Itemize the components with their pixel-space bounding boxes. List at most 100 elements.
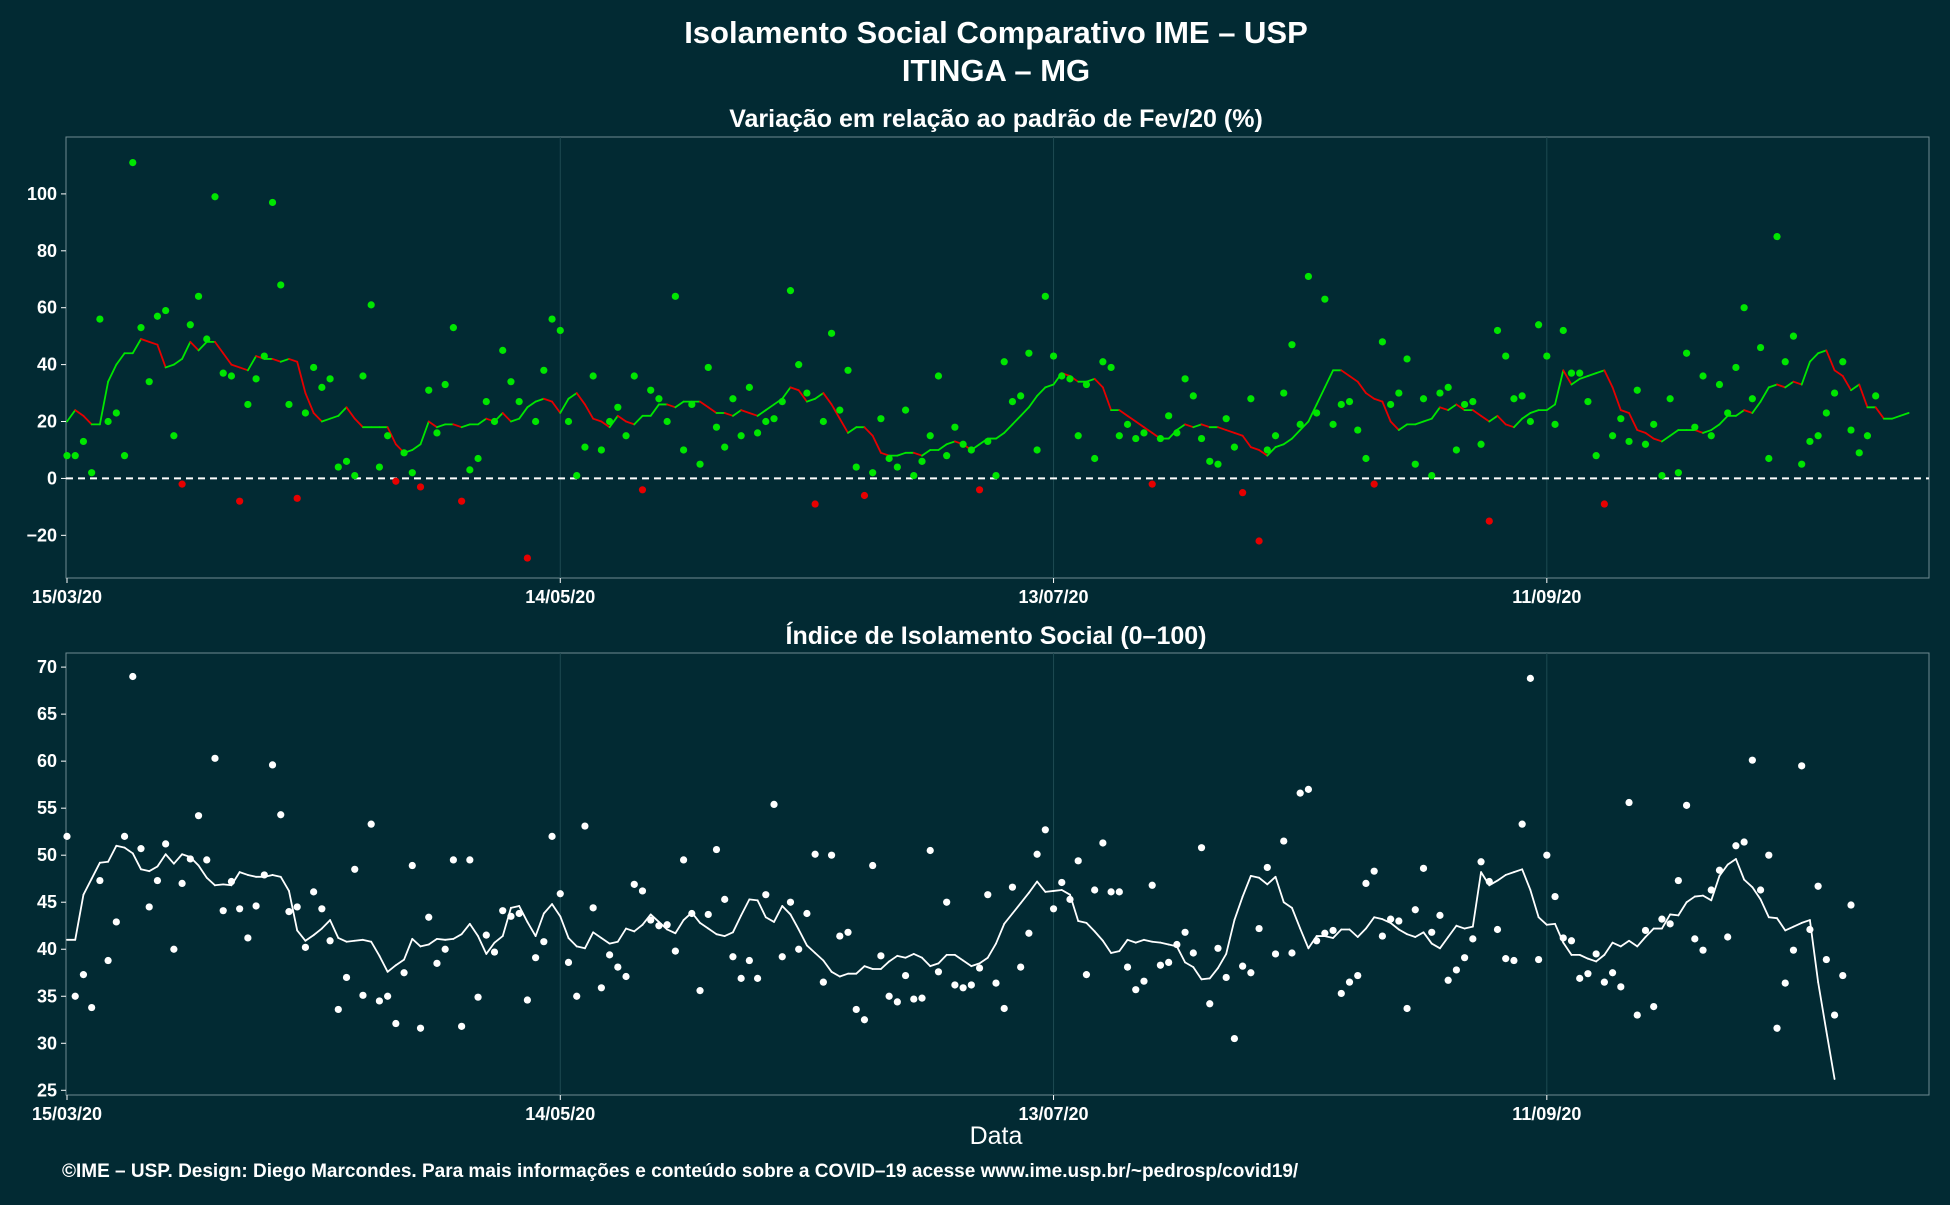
moving-average-segment <box>740 409 751 414</box>
moving-average-segment <box>107 844 118 863</box>
data-point <box>1773 1024 1781 1032</box>
data-point <box>959 440 967 448</box>
data-point <box>1732 842 1740 850</box>
moving-average-segment <box>1389 922 1400 931</box>
moving-average-segment <box>74 893 85 941</box>
y-tick-label: −20 <box>26 525 57 545</box>
moving-average-segment <box>1603 369 1614 389</box>
data-point <box>1049 352 1058 360</box>
moving-average-segment <box>320 417 331 423</box>
data-point <box>852 463 860 471</box>
data-point <box>227 877 236 886</box>
data-point <box>1313 937 1321 945</box>
moving-average-segment <box>1545 922 1556 926</box>
moving-average-segment <box>411 937 422 948</box>
moving-average-segment <box>1455 924 1466 930</box>
moving-average-segment <box>1192 423 1203 429</box>
data-point <box>351 865 359 873</box>
data-point <box>1691 423 1699 431</box>
data-point <box>1674 876 1682 885</box>
data-point <box>1707 886 1715 894</box>
moving-average-segment <box>1036 386 1047 397</box>
moving-average-segment <box>296 360 307 394</box>
data-point <box>786 287 795 295</box>
moving-average-segment <box>822 392 833 406</box>
data-point <box>1584 398 1592 406</box>
moving-average-segment <box>1644 927 1655 938</box>
moving-average-segment <box>1545 403 1556 412</box>
y-tick-label: 20 <box>37 412 57 432</box>
data-point <box>1058 372 1066 380</box>
data-point <box>1493 925 1502 934</box>
data-point <box>1230 1034 1239 1043</box>
data-point <box>301 943 310 951</box>
moving-average-segment <box>1817 349 1828 355</box>
moving-average-segment <box>1751 886 1762 901</box>
data-point <box>1559 934 1567 942</box>
data-point <box>778 953 786 961</box>
moving-average-segment <box>1570 377 1581 386</box>
data-point <box>762 417 770 426</box>
data-point <box>1535 955 1543 964</box>
moving-average-segment <box>1101 939 1112 954</box>
data-point <box>392 477 400 485</box>
moving-average-segment <box>312 412 323 423</box>
moving-average-segment <box>534 397 545 403</box>
data-point <box>1411 906 1419 914</box>
moving-average-segment <box>82 414 93 426</box>
x-tick-label: 13/07/20 <box>1019 1104 1089 1124</box>
moving-average-segment <box>1299 927 1310 950</box>
data-point <box>1362 879 1370 888</box>
moving-average-segment <box>427 937 438 946</box>
data-point <box>1543 851 1551 859</box>
data-point <box>129 159 137 167</box>
data-point <box>293 494 301 502</box>
data-point <box>145 903 153 911</box>
data-point <box>1173 429 1181 437</box>
moving-average-segment <box>115 352 126 366</box>
data-point <box>236 497 244 505</box>
data-point <box>219 907 227 915</box>
data-point <box>153 312 162 320</box>
moving-average-segment <box>172 853 183 865</box>
data-point <box>688 400 696 409</box>
data-point <box>696 460 704 468</box>
data-point <box>901 971 910 980</box>
moving-average-segment <box>1562 941 1573 956</box>
panel-variation: −20 0 20 40 60 80 100 15/03/20 14/05/20 13/07/20 1… <box>26 136 1930 607</box>
data-point <box>1608 969 1617 977</box>
moving-average-segment <box>403 937 414 961</box>
moving-average-segment <box>1735 409 1746 417</box>
moving-average-segment <box>1077 920 1088 924</box>
moving-average-segment <box>1521 868 1532 891</box>
moving-average-segment <box>995 922 1006 945</box>
credit-footer: ©IME – USP. Design: Diego Marcondes. Par… <box>62 1161 1299 1182</box>
moving-average-segment <box>164 853 175 865</box>
data-point <box>310 363 318 372</box>
data-point <box>1165 958 1173 967</box>
moving-average-segment <box>230 363 241 369</box>
moving-average-segment <box>1800 919 1811 924</box>
moving-average-segment <box>1661 434 1672 443</box>
moving-average-segment <box>1159 941 1170 946</box>
moving-average-segment <box>1891 414 1902 420</box>
data-point <box>614 403 622 411</box>
x-tick-label: 15/03/20 <box>32 1104 102 1124</box>
data-point <box>1247 969 1255 977</box>
y-tick-label: 60 <box>37 298 57 318</box>
data-point <box>1485 517 1493 525</box>
moving-average-segment <box>1636 429 1647 434</box>
moving-average-segment <box>1414 420 1425 426</box>
data-point <box>1822 409 1830 417</box>
moving-average-segment <box>1126 414 1137 423</box>
data-point <box>63 452 71 460</box>
data-point <box>1148 881 1156 889</box>
data-point <box>918 994 926 1002</box>
moving-average-segment <box>1521 412 1532 420</box>
data-point <box>112 918 120 926</box>
moving-average-segment <box>1175 945 1186 964</box>
data-point <box>910 471 918 480</box>
data-point <box>1641 926 1650 935</box>
moving-average-segment <box>1011 414 1022 426</box>
data-point <box>1872 392 1880 400</box>
